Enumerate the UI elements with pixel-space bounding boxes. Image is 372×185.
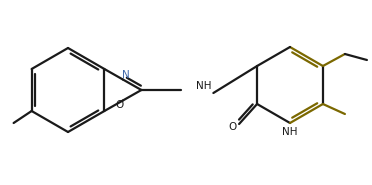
Text: NH: NH xyxy=(282,127,298,137)
Text: O: O xyxy=(116,100,124,110)
Text: NH: NH xyxy=(196,81,211,91)
Text: N: N xyxy=(122,70,130,80)
Text: O: O xyxy=(228,122,236,132)
